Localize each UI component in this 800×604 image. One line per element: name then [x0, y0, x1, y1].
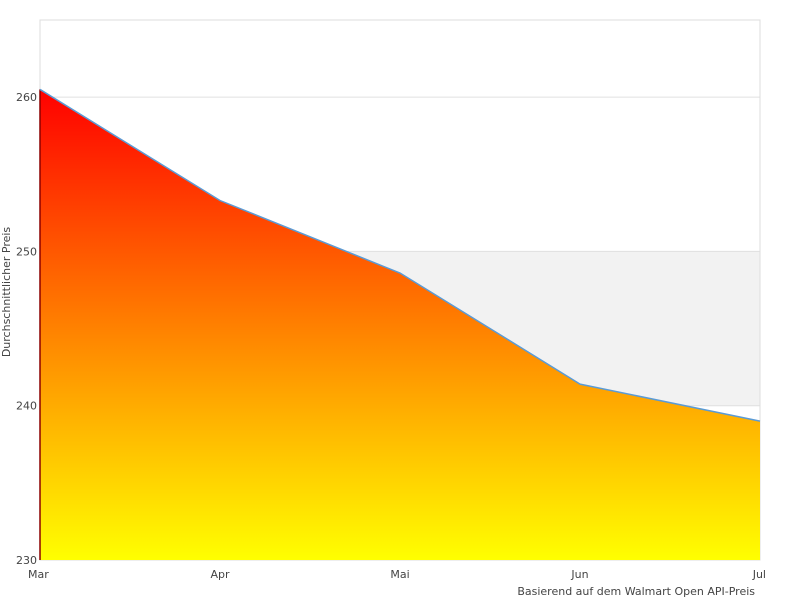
y-tick-label: 230	[16, 554, 37, 567]
x-tick-label: Mar	[28, 568, 49, 581]
y-tick-label: 240	[16, 400, 37, 413]
x-tick-label: Jun	[570, 568, 588, 581]
y-tick-label: 260	[16, 91, 37, 104]
x-tick-label: Apr	[210, 568, 230, 581]
x-tick-label: Mai	[390, 568, 409, 581]
chart-caption: Basierend auf dem Walmart Open API-Preis	[517, 585, 755, 598]
y-tick-label: 250	[16, 245, 37, 258]
x-tick-label: Jul	[752, 568, 766, 581]
y-axis-label: Durchschnittlicher Preis	[0, 227, 13, 358]
